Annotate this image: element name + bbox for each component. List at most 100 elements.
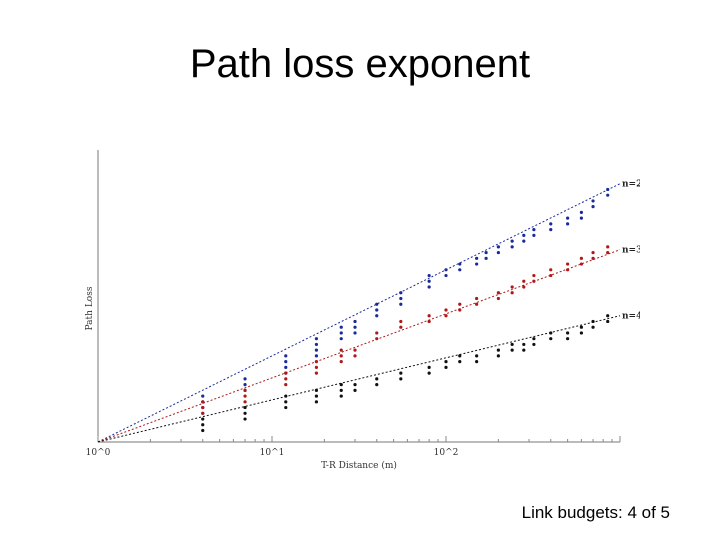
series-label: n=2 [622,180,640,190]
data-point [201,428,205,433]
data-point [339,337,343,341]
data-point [510,348,514,352]
data-point [314,400,319,404]
data-point [475,296,479,301]
data-point [566,331,570,335]
data-point [484,250,488,255]
x-tick-label: 10^1 [260,448,285,458]
data-point [284,371,288,375]
data-point [496,296,500,301]
data-point [532,273,536,278]
data-point [522,279,526,283]
data-point [243,394,247,398]
data-point [549,337,553,341]
data-point [444,360,448,364]
data-point [375,331,379,335]
data-point [591,256,595,260]
data-point [549,268,553,272]
fit-line [97,315,621,443]
data-point [532,342,536,347]
data-point [496,245,500,249]
data-point [339,388,343,392]
data-point [427,319,431,324]
data-point [458,268,462,272]
data-point [399,325,403,329]
data-point [510,245,514,249]
data-point [591,250,595,255]
data-point [339,383,343,387]
data-point [399,371,403,375]
data-point [353,354,357,358]
data-point [510,291,514,295]
data-point [458,360,462,364]
data-point [475,360,479,364]
data-point [314,354,319,358]
data-point [353,319,357,324]
data-point [314,348,319,352]
data-point [284,394,288,398]
data-point [375,314,379,318]
data-point [375,383,379,387]
data-point [314,394,319,398]
data-point [606,245,610,249]
data-point [579,262,583,266]
data-point [566,216,570,220]
data-point [510,342,514,347]
data-point [444,268,448,272]
series-label: n=4 [622,312,640,322]
data-point [606,250,610,255]
data-point [579,210,583,214]
data-point [314,342,319,347]
data-point [375,308,379,312]
data-point [444,314,448,318]
data-point [284,383,288,387]
data-point [496,291,500,295]
data-point [243,417,247,421]
data-point [566,222,570,226]
data-point [496,354,500,358]
data-point [444,273,448,278]
data-point [532,279,536,283]
data-point [458,262,462,266]
data-point [606,187,610,192]
data-point [243,400,247,404]
data-point [339,348,343,352]
data-point [475,262,479,266]
data-point [549,228,553,232]
data-point [591,199,595,203]
data-point [458,354,462,358]
data-point [353,348,357,352]
data-point [591,319,595,324]
data-point [427,365,431,369]
data-point [399,319,403,324]
data-point [243,405,247,410]
data-point [496,250,500,255]
series-labels: n=2 n=3 n=4 [622,180,640,322]
data-point [522,239,526,243]
slide-title: Path loss exponent [189,42,531,86]
x-tick-label: 10^0 [86,448,111,458]
data-point [522,233,526,237]
fit-lines [97,183,621,443]
data-point [475,354,479,358]
data-point [314,337,319,341]
data-point [375,337,379,341]
data-point [314,365,319,369]
data-point [522,348,526,352]
data-point [427,371,431,375]
data-point [243,377,247,381]
data-point [444,308,448,312]
data-point [475,256,479,260]
fit-line [97,183,621,443]
data-point [284,365,288,369]
data-point [566,262,570,266]
data-point [591,205,595,209]
data-point [353,388,357,392]
data-point [399,302,403,306]
chart-svg: 10^0 10^1 10^2 T-R Distance (m) Path Loss n=… [85,150,640,471]
data-point [353,383,357,387]
data-point [549,273,553,278]
data-point [399,377,403,381]
y-axis-label: Path Loss [85,286,95,330]
data-point [579,331,583,335]
